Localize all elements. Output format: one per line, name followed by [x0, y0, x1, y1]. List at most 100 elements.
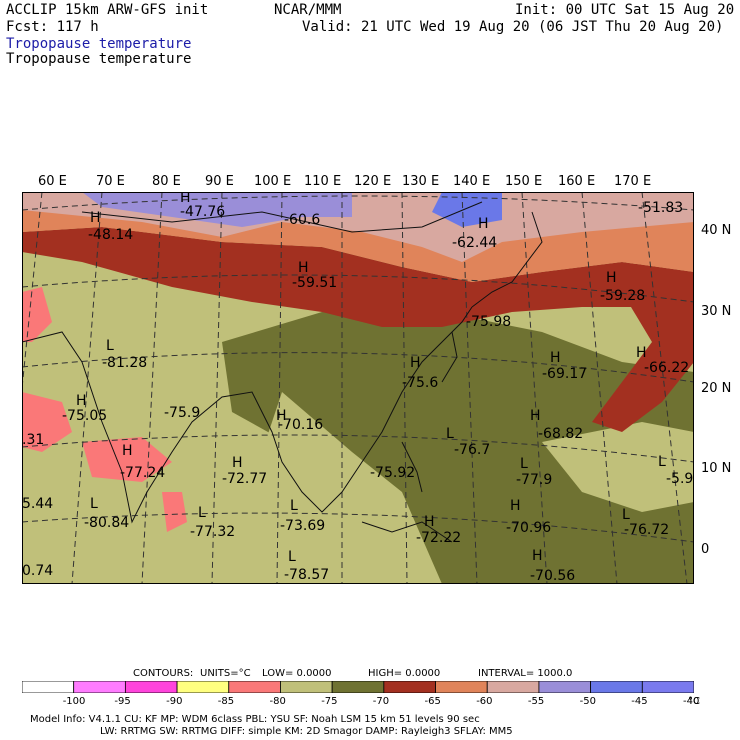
map-label: 0.74	[22, 563, 53, 579]
lon-label: 90 E	[205, 174, 234, 189]
map-frame	[22, 192, 694, 584]
high-label: HIGH= 0.0000	[368, 668, 441, 679]
cold-patch-bay	[162, 492, 187, 532]
lat-label: 10 N	[701, 461, 732, 476]
lon-label: 80 E	[152, 174, 181, 189]
colorbar-swatch	[280, 681, 333, 693]
contours-label: CONTOURS:	[133, 668, 194, 679]
colorbar-tick-label: -75	[321, 696, 338, 707]
map-label: -80.84	[84, 515, 129, 531]
map-label: H	[532, 548, 543, 564]
map-label: L	[658, 454, 666, 470]
colorbar-swatch	[228, 681, 281, 693]
colorbar-swatch	[383, 681, 436, 693]
band-pacific-ridge	[592, 292, 694, 432]
colorbar-tick-label: -50	[579, 696, 596, 707]
map-label: -73.69	[280, 518, 325, 534]
colorbar-swatch	[641, 681, 694, 693]
colorbar-tick-label: -55	[527, 696, 545, 707]
map-label: H	[90, 210, 101, 226]
lat-label: 30 N	[701, 304, 732, 319]
contour-labels: H -48.14 H -47.76 -60.6 H -59.51 H -62.4…	[22, 192, 693, 584]
colorbar-swatch	[486, 681, 540, 693]
map-label: -60.6	[284, 212, 320, 228]
colorbar-swatch	[124, 681, 178, 693]
map-label: H	[636, 345, 647, 361]
map-label: -77.9	[516, 472, 552, 488]
map-label: -59.28	[600, 288, 645, 304]
colorbar-tick-label: -90	[166, 696, 183, 707]
lat-label: 40 N	[701, 223, 732, 238]
map-label: -75.05	[62, 408, 107, 424]
map-label: H	[76, 393, 87, 409]
map-label: H	[510, 498, 521, 514]
band-minus-75-to-70	[222, 312, 694, 584]
lon-label: 160 E	[558, 174, 596, 189]
band-indochina	[262, 392, 442, 584]
map-label: H	[530, 408, 541, 424]
map-label: -66.22	[644, 360, 689, 376]
map-label: -70.16	[278, 417, 323, 433]
units-label: UNITS=°C	[200, 668, 251, 679]
colorbar-tick-label: -45	[631, 696, 648, 707]
field-title-primary: Tropopause temperature	[6, 36, 192, 52]
colorbar-swatch	[73, 681, 126, 693]
lon-label: 70 E	[96, 174, 125, 189]
map-label: L	[288, 549, 296, 565]
lat-label: 0	[701, 542, 710, 557]
map-label: L	[520, 456, 528, 472]
map-label: -76.7	[454, 442, 490, 458]
map-label: H	[122, 443, 133, 459]
colorbar-tick-label: -40	[683, 696, 700, 707]
tropopause-temperature-map: H -48.14 H -47.76 -60.6 H -59.51 H -62.4…	[22, 192, 694, 584]
colorbar-swatch	[176, 681, 230, 693]
colorbar-tick-label: -85	[217, 696, 235, 707]
map-label: .31	[22, 432, 44, 448]
physics-info-line: LW: RRTMG SW: RRTMG DIFF: simple KM: 2D …	[100, 726, 513, 737]
map-label: -72.22	[416, 530, 461, 546]
map-label: -62.44	[452, 235, 497, 251]
colorbar-tick-label: -95	[114, 696, 131, 707]
map-label: -48.14	[88, 227, 133, 243]
map-label: H	[180, 192, 191, 206]
map-label: H	[424, 514, 435, 530]
graticule	[22, 192, 694, 584]
colorbar-tick-label: -100	[62, 696, 86, 707]
lon-label: 100 E	[254, 174, 292, 189]
map-label: L	[622, 507, 630, 523]
map-label: -68.82	[538, 426, 583, 442]
map-label: L	[106, 338, 114, 354]
lon-label: 140 E	[453, 174, 491, 189]
map-label: -75.92	[370, 465, 415, 481]
colorbar-unit-label: °C	[688, 696, 700, 707]
low-label: LOW= 0.0000	[262, 668, 332, 679]
map-label: -70.56	[530, 568, 575, 584]
lon-label: 150 E	[505, 174, 543, 189]
map-label: -75.6	[402, 375, 438, 391]
lon-label: 110 E	[304, 174, 342, 189]
lon-label: 130 E	[402, 174, 440, 189]
colorbar-tick-label: -80	[269, 696, 286, 707]
map-label: L	[90, 496, 98, 512]
band-minus-45-to-40	[432, 192, 502, 227]
map-label: L	[446, 426, 454, 442]
colorbar-tick-label: -70	[372, 696, 390, 707]
map-label: H	[550, 350, 561, 366]
cold-patch-india	[82, 437, 172, 482]
map-label: -81.28	[102, 355, 147, 371]
model-title: ACCLIP 15km ARW-GFS init	[6, 2, 209, 18]
lon-label: 60 E	[38, 174, 67, 189]
colorbar-tick-label: -65	[424, 696, 441, 707]
map-label: -47.76	[180, 204, 225, 220]
lon-label: 170 E	[614, 174, 652, 189]
map-label: H	[276, 408, 287, 424]
map-label: -51.83	[638, 200, 683, 216]
colorbar-swatch	[22, 681, 75, 693]
map-label: -5.9	[666, 471, 693, 487]
map-label: -76.72	[624, 522, 669, 538]
map-label: -75.98	[466, 314, 511, 330]
map-label: -70.96	[506, 520, 551, 536]
cold-patch-arabian-sea	[22, 392, 72, 452]
map-label: -59.51	[292, 275, 337, 291]
org-label: NCAR/MMM	[274, 2, 342, 18]
